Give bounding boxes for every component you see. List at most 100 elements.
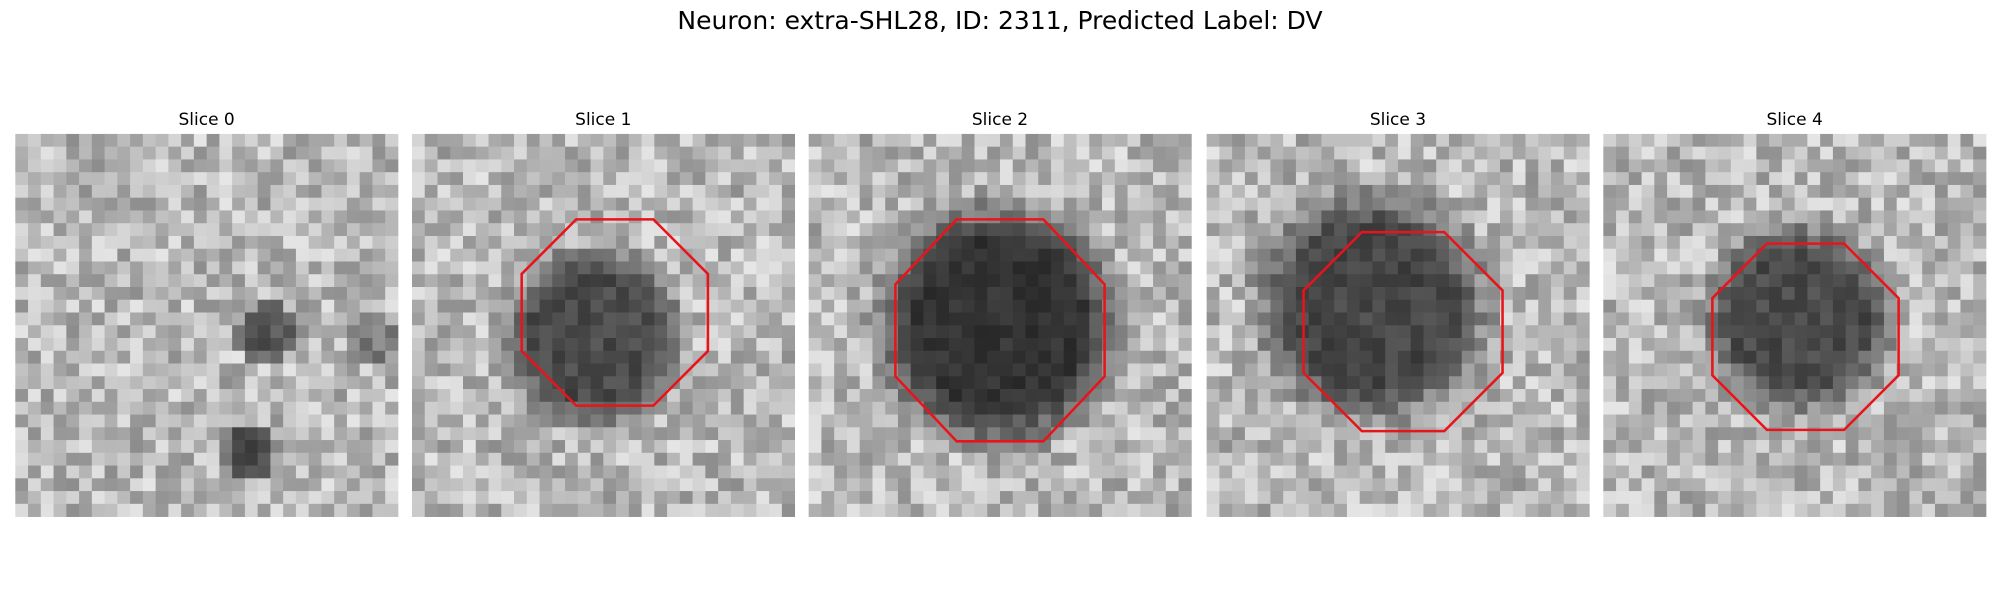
pixel — [1321, 146, 1335, 160]
pixel — [1232, 427, 1246, 441]
pixel — [450, 440, 464, 454]
pixel — [1089, 299, 1103, 313]
pixel — [948, 363, 963, 377]
pixel — [1038, 376, 1052, 390]
pixel — [1871, 210, 1885, 224]
pixel — [1038, 491, 1052, 505]
pixel — [1321, 286, 1335, 301]
pixel — [308, 452, 322, 466]
pixel — [104, 146, 118, 160]
pixel — [590, 491, 604, 505]
pixel — [142, 223, 156, 237]
pixel — [1871, 261, 1885, 275]
pixel — [1244, 440, 1259, 454]
pixel — [756, 325, 770, 339]
pixel — [1781, 184, 1796, 199]
pixel — [756, 414, 770, 428]
pixel — [1603, 261, 1617, 275]
pixel — [987, 491, 1001, 505]
pixel — [424, 172, 438, 186]
pixel — [1436, 363, 1450, 377]
pixel — [1000, 427, 1014, 441]
pixel — [641, 440, 655, 454]
pixel — [1140, 363, 1154, 377]
pixel — [628, 325, 642, 339]
pixel — [334, 159, 348, 173]
pixel — [834, 286, 848, 301]
pixel — [1206, 261, 1220, 275]
pixel — [1372, 146, 1386, 160]
pixel — [961, 478, 975, 492]
pixel — [1858, 465, 1872, 479]
pixel — [679, 503, 693, 517]
pixel — [28, 261, 42, 275]
pixel — [1461, 338, 1475, 352]
pixel — [756, 223, 770, 237]
pixel — [1295, 478, 1310, 492]
pixel — [346, 389, 361, 403]
pixel — [1769, 452, 1783, 466]
pixel — [743, 248, 757, 262]
pixel — [821, 363, 835, 377]
pixel — [1102, 210, 1116, 224]
pixel — [1487, 427, 1501, 441]
pixel — [1960, 491, 1974, 505]
pixel — [1909, 363, 1923, 377]
pixel — [1410, 325, 1424, 339]
pixel — [1576, 133, 1590, 148]
pixel — [846, 197, 861, 211]
pixel — [1165, 389, 1179, 403]
pixel — [488, 452, 502, 466]
pixel — [501, 427, 515, 441]
pixel — [1909, 325, 1923, 339]
pixel — [1538, 261, 1552, 275]
pixel — [961, 465, 975, 479]
pixel — [872, 248, 886, 262]
pixel — [450, 325, 464, 339]
pixel — [1563, 184, 1577, 199]
pixel — [450, 478, 464, 492]
pixel — [334, 389, 348, 403]
pixel — [1845, 184, 1859, 199]
pixel — [1781, 248, 1796, 262]
pixel — [219, 312, 233, 326]
pixel — [1051, 159, 1065, 173]
pixel — [295, 376, 310, 390]
pixel — [1603, 363, 1617, 377]
pixel — [667, 376, 681, 390]
pixel — [117, 133, 131, 148]
pixel — [193, 197, 208, 211]
pixel — [104, 376, 118, 390]
pixel — [730, 350, 745, 364]
pixel — [488, 184, 502, 199]
pixel — [1641, 312, 1655, 326]
pixel — [142, 350, 156, 364]
pixel — [372, 427, 386, 441]
pixel — [411, 401, 426, 415]
pixel — [756, 286, 770, 301]
pixel — [1114, 452, 1128, 466]
pixel — [1871, 133, 1885, 148]
pixel — [679, 338, 693, 352]
pixel — [1538, 312, 1552, 326]
pixel — [1076, 452, 1090, 466]
pixel — [526, 210, 540, 224]
pixel — [1871, 274, 1885, 288]
pixel — [1219, 312, 1233, 326]
pixel — [872, 172, 886, 186]
pixel — [692, 376, 706, 390]
pixel — [936, 389, 950, 403]
pixel — [1334, 172, 1348, 186]
pixel — [1423, 172, 1437, 186]
pixel — [295, 401, 310, 415]
pixel — [1909, 389, 1923, 403]
pixel — [692, 478, 706, 492]
pixel — [1257, 197, 1271, 211]
pixel — [1436, 414, 1450, 428]
pixel — [1641, 248, 1655, 262]
pixel — [1973, 363, 1987, 377]
pixel — [1270, 235, 1284, 250]
pixel — [463, 503, 477, 517]
pixel — [821, 312, 835, 326]
pixel — [1743, 159, 1757, 173]
